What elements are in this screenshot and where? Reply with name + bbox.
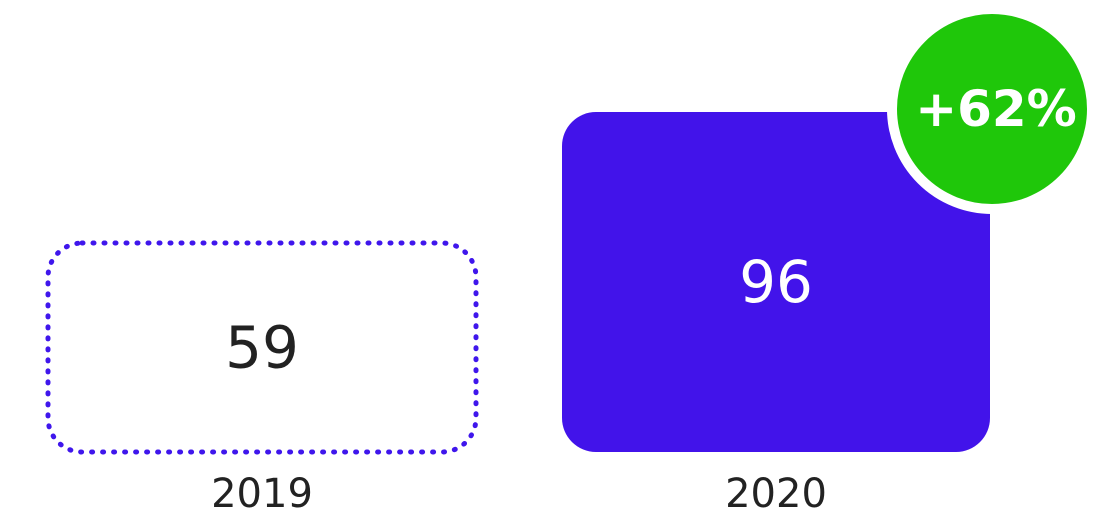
bars-group — [45, 112, 990, 455]
change-badge-circle — [887, 4, 1097, 214]
category-label-2020: 2020 — [725, 471, 827, 517]
change-badge-label: +62% — [915, 80, 1077, 138]
bar-2019 — [45, 240, 479, 455]
change-badge: +62% — [887, 4, 1097, 214]
category-label-2019: 2019 — [211, 471, 313, 517]
value-label-2020: 96 — [739, 248, 813, 316]
value-label-2019: 59 — [225, 314, 299, 382]
bar-2020 — [562, 112, 990, 452]
labels-group: 59 2019 96 2020 — [211, 248, 827, 517]
